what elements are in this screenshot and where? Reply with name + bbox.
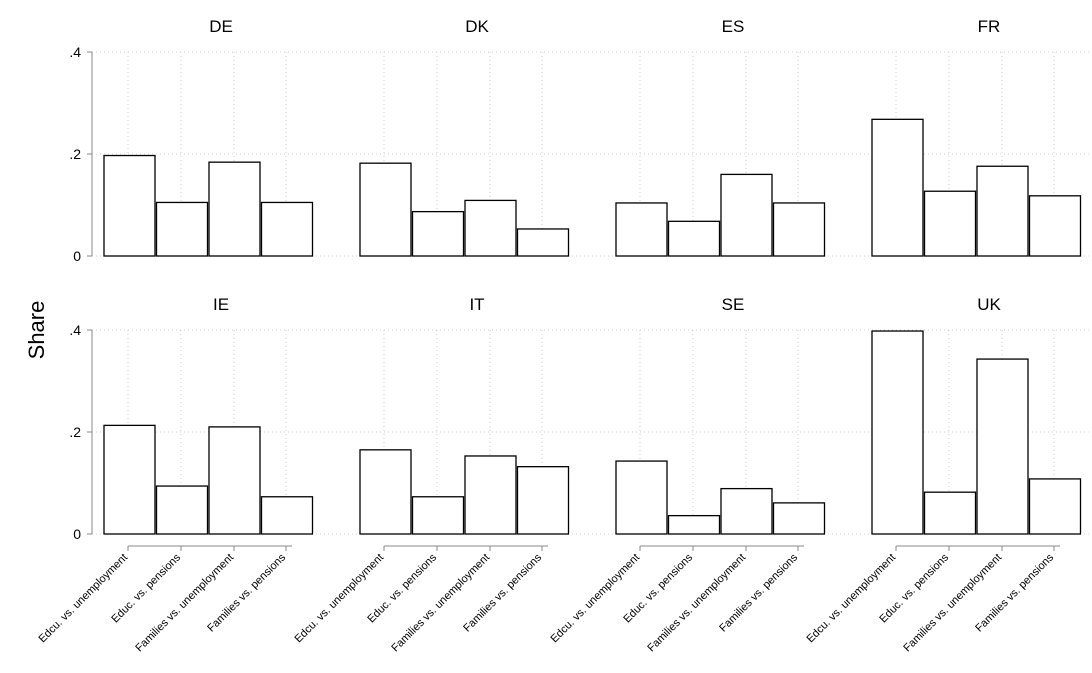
panel-title: FR — [978, 17, 1001, 36]
x-tick-label: Edcu. vs. unemployment — [548, 552, 642, 646]
x-tick-label: Edcu. vs. unemployment — [804, 552, 898, 646]
bar — [208, 426, 261, 535]
bar — [411, 496, 465, 535]
y-tick-label: .4 — [69, 322, 81, 338]
y-tick-label: 0 — [73, 248, 81, 264]
panel-title: SE — [722, 295, 745, 314]
panel-title: UK — [977, 295, 1001, 314]
panel-title: IE — [213, 295, 229, 314]
panel-fr: FR — [860, 17, 1092, 257]
bar — [615, 460, 668, 535]
x-tick-label: Families vs. unemployment — [645, 552, 748, 655]
bar — [667, 220, 721, 257]
y-tick-label: .2 — [69, 146, 81, 162]
bar — [871, 118, 924, 257]
bar — [720, 173, 773, 257]
bar — [103, 424, 156, 535]
panels-group: 0 .2 .4 DE DK ES FR 0 .2 .4 IE Edcu. vs. unemployme… — [36, 17, 1092, 654]
x-tick-label: Families vs. unemployment — [133, 552, 236, 655]
panel-dk: DK — [348, 17, 604, 257]
bar — [359, 449, 412, 535]
bar — [359, 162, 412, 257]
panel-title: DE — [209, 17, 233, 36]
bar — [464, 199, 517, 257]
bar — [516, 466, 570, 535]
bar — [923, 190, 977, 257]
panel-title: ES — [722, 17, 745, 36]
bar — [615, 202, 668, 257]
bar — [667, 514, 721, 535]
bar — [260, 201, 314, 257]
x-tick-label: Edcu. vs. unemployment — [36, 552, 130, 646]
bar — [464, 455, 517, 535]
bar — [103, 154, 156, 257]
bar — [155, 485, 209, 535]
bar — [871, 330, 924, 535]
bar — [976, 165, 1029, 257]
bar — [1028, 478, 1082, 535]
bar — [155, 201, 209, 257]
bar — [976, 358, 1029, 535]
panel-de: 0 .2 .4 DE — [69, 17, 348, 264]
x-tick-label: Edcu. vs. unemployment — [292, 552, 386, 646]
panel-es: ES — [604, 17, 860, 257]
panel-title: IT — [469, 295, 484, 314]
bar — [411, 210, 465, 257]
x-tick-label: Families vs. unemployment — [389, 552, 492, 655]
bar — [772, 202, 826, 257]
bar — [1028, 195, 1082, 257]
panel-title: DK — [465, 17, 489, 36]
y-tick-label: 0 — [73, 526, 81, 542]
y-tick-label: .4 — [69, 44, 81, 60]
bar — [260, 496, 314, 535]
bar — [208, 161, 261, 257]
x-tick-label: Families vs. unemployment — [901, 552, 1004, 655]
bar — [720, 487, 773, 535]
y-tick-label: .2 — [69, 424, 81, 440]
bar — [923, 491, 977, 535]
y-axis-title: Share — [24, 301, 49, 360]
bar — [516, 228, 570, 257]
bar — [772, 502, 826, 535]
